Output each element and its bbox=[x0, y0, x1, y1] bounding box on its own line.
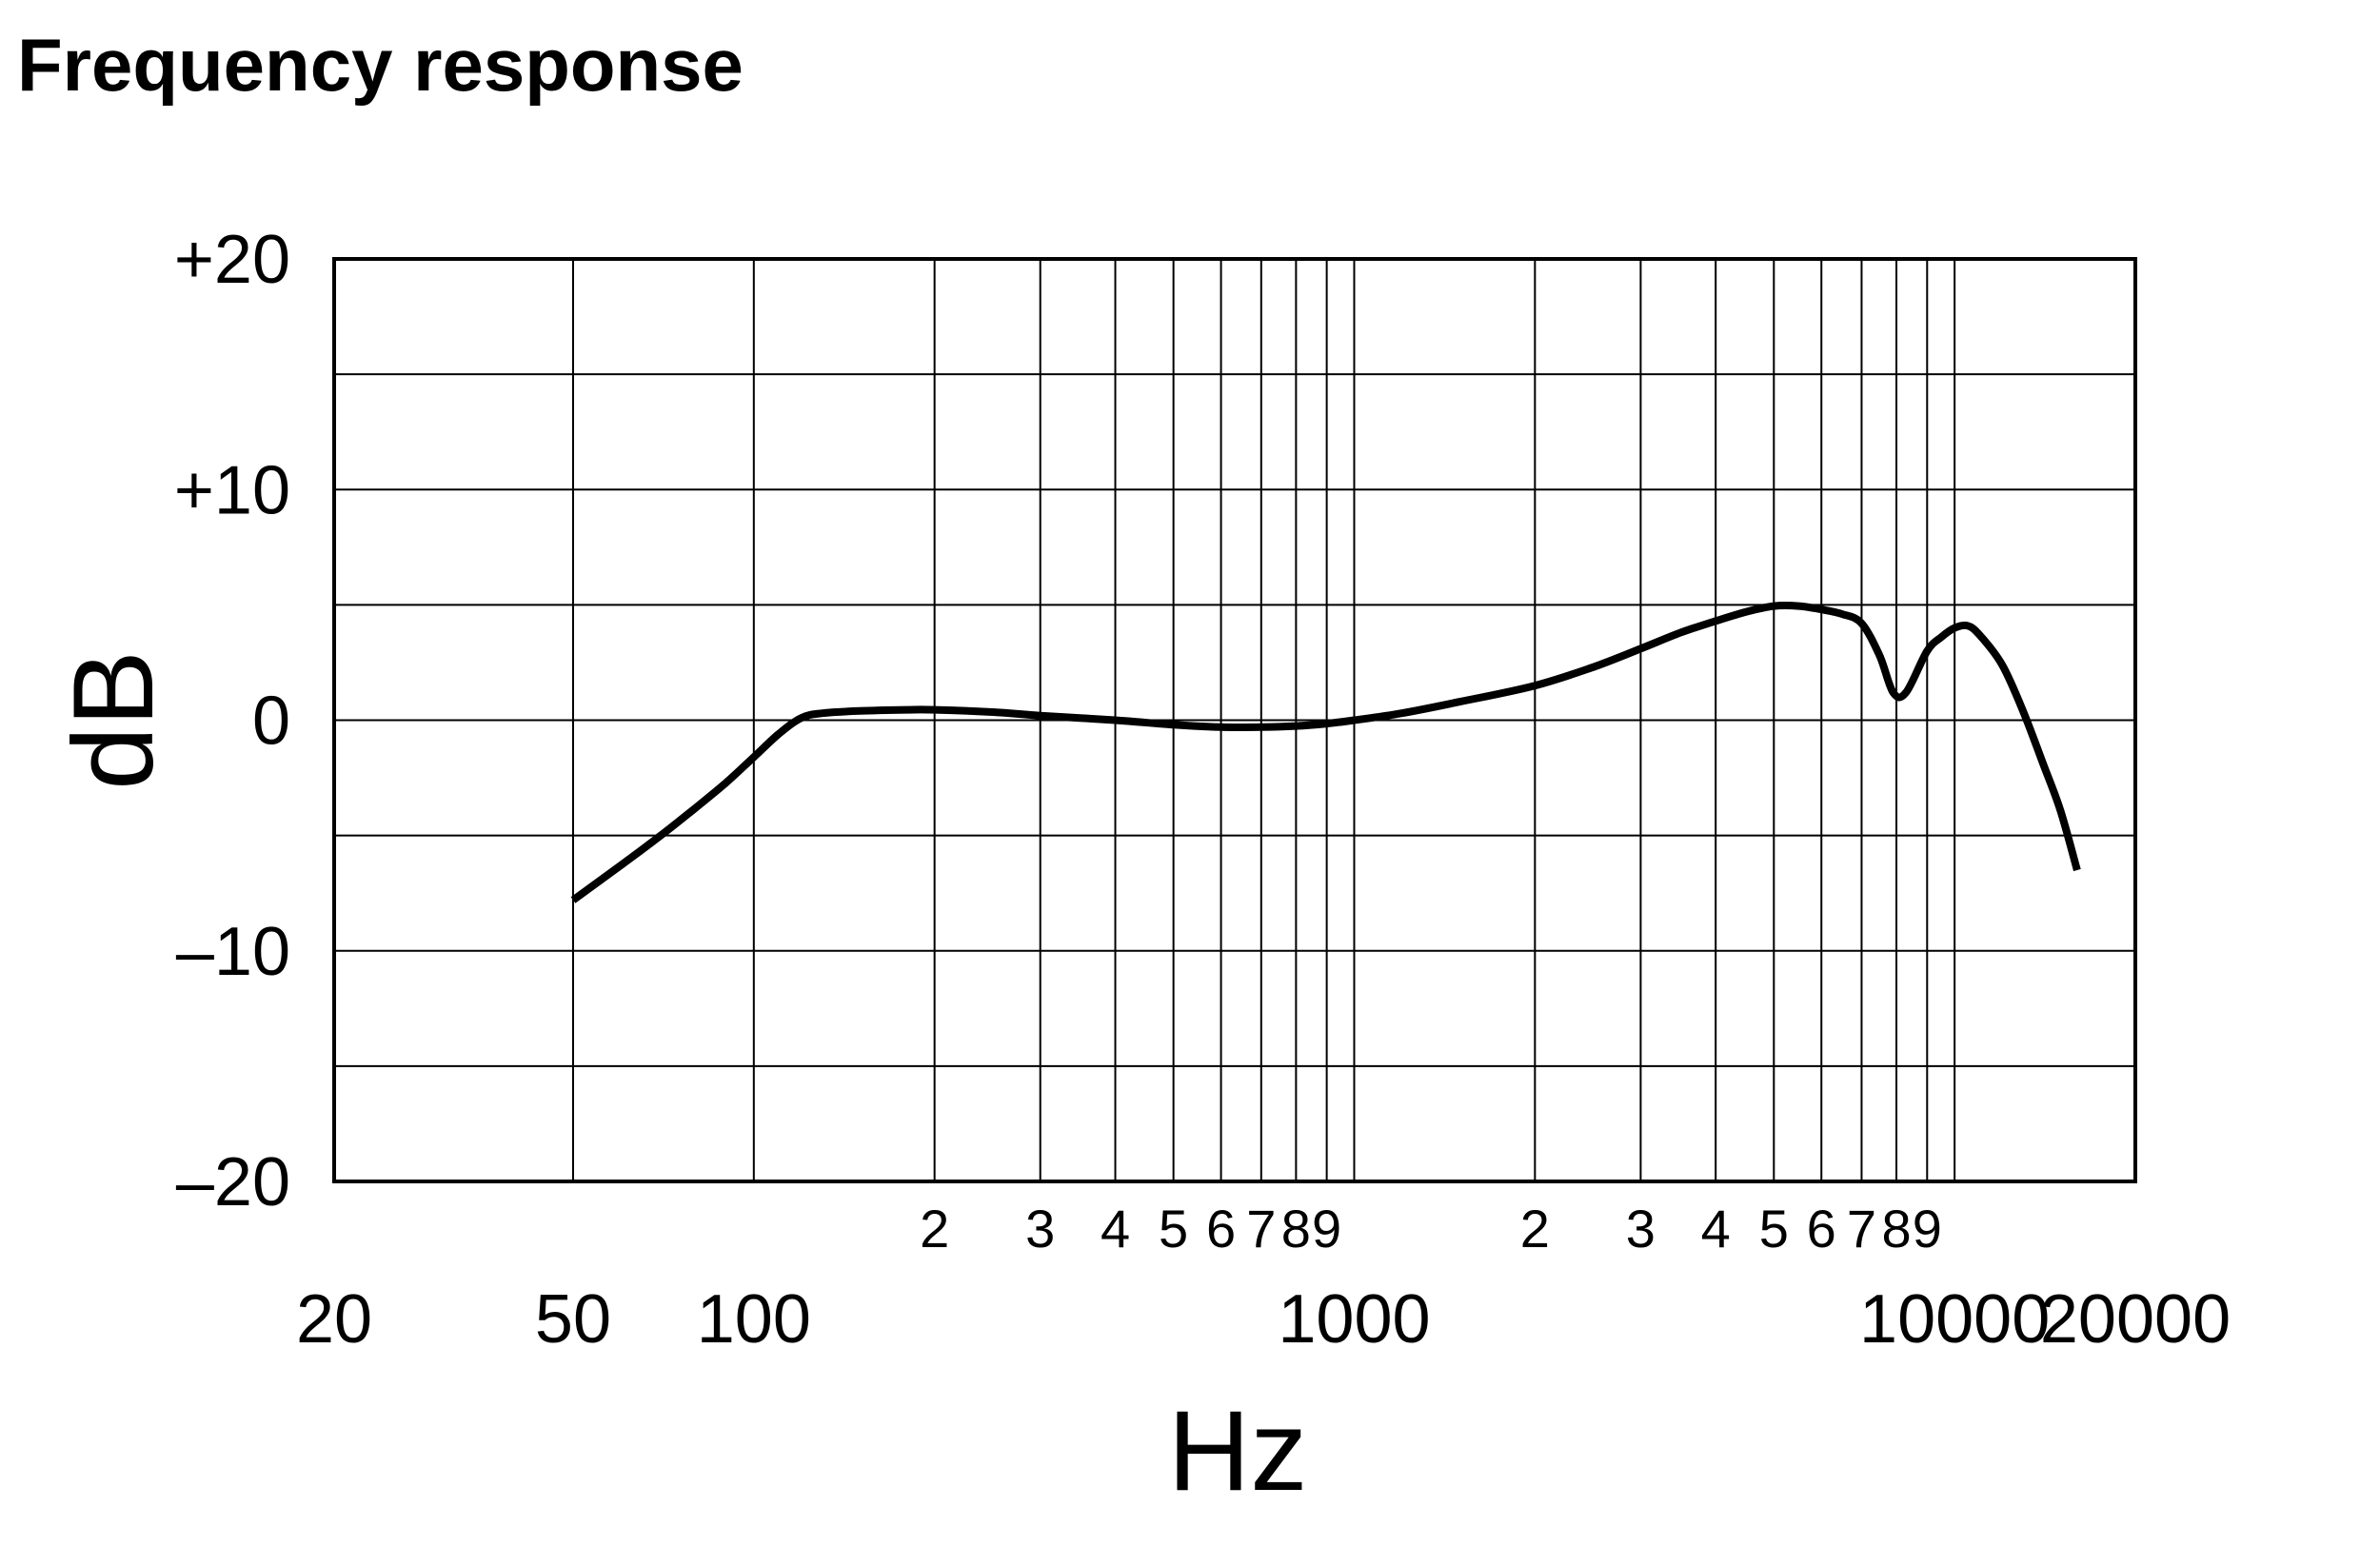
y-tick-label: +10 bbox=[174, 452, 290, 528]
x-major-tick-label: 50 bbox=[535, 1281, 611, 1358]
x-major-tick-label: 20000 bbox=[2040, 1281, 2231, 1358]
x-minor-tick-label: 7 bbox=[1246, 1199, 1276, 1259]
y-tick-label: 0 bbox=[252, 684, 290, 760]
x-major-tick-label: 100 bbox=[697, 1281, 811, 1358]
x-major-tick-label: 10000 bbox=[1859, 1281, 2050, 1358]
x-minor-tick-label: 6 bbox=[1206, 1199, 1236, 1259]
x-minor-tick-label: 4 bbox=[1701, 1199, 1731, 1259]
x-minor-tick-label: 9 bbox=[1913, 1199, 1942, 1259]
x-minor-tick-label: 5 bbox=[1159, 1199, 1188, 1259]
x-minor-tick-label: 2 bbox=[920, 1199, 949, 1259]
x-minor-tick-label: 9 bbox=[1312, 1199, 1341, 1259]
y-tick-label: –10 bbox=[176, 914, 290, 990]
x-minor-tick-label: 3 bbox=[1025, 1199, 1055, 1259]
x-minor-tick-label: 8 bbox=[1881, 1199, 1911, 1259]
plot-area-border bbox=[332, 257, 2137, 1183]
x-minor-tick-label: 2 bbox=[1520, 1199, 1550, 1259]
x-minor-tick-label: 5 bbox=[1759, 1199, 1789, 1259]
x-minor-tick-label: 7 bbox=[1847, 1199, 1876, 1259]
y-tick-label: –20 bbox=[176, 1144, 290, 1220]
x-minor-tick-label: 6 bbox=[1807, 1199, 1836, 1259]
x-axis-label: Hz bbox=[1168, 1387, 1308, 1515]
y-tick-label: +20 bbox=[174, 222, 290, 298]
y-axis-label: dB bbox=[50, 650, 177, 790]
x-major-tick-label: 1000 bbox=[1278, 1281, 1430, 1358]
y-axis-ticks: +20 +10 0 –10 –20 bbox=[174, 222, 290, 1220]
series-line bbox=[570, 602, 2081, 903]
x-minor-tick-label: 8 bbox=[1281, 1199, 1311, 1259]
x-minor-tick-label: 3 bbox=[1626, 1199, 1656, 1259]
x-major-tick-label: 20 bbox=[296, 1281, 372, 1358]
chart-title: Frequency response bbox=[17, 23, 744, 107]
x-minor-tick-label: 4 bbox=[1101, 1199, 1130, 1259]
